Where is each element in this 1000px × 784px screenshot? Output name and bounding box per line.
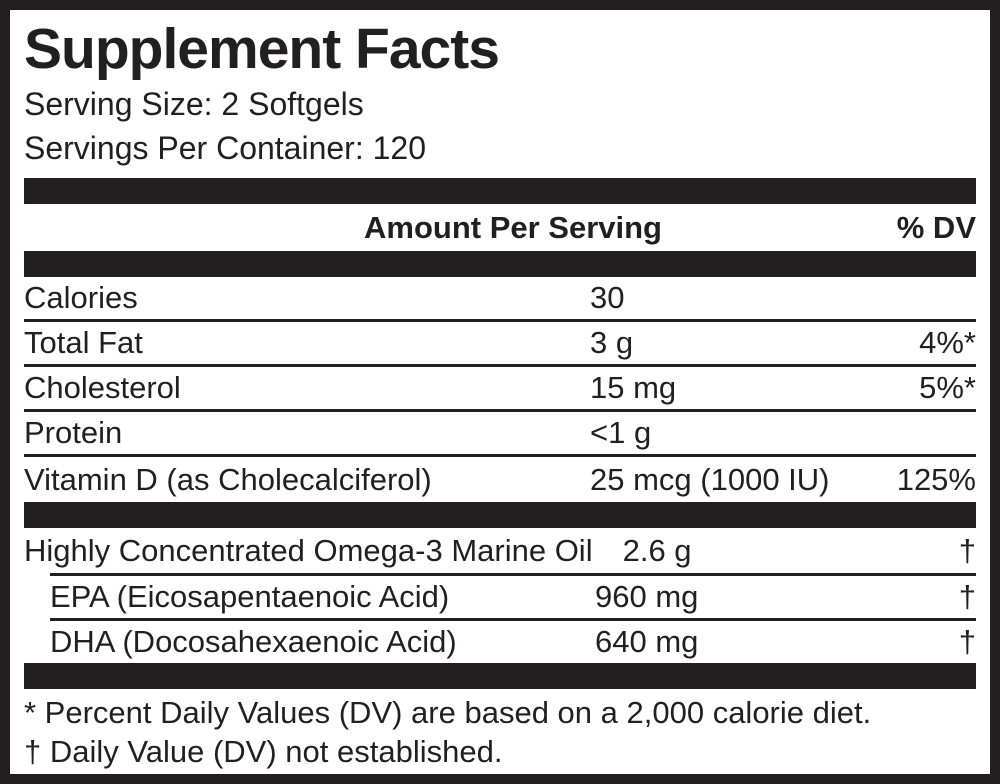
nutrient-name: Highly Concentrated Omega-3 Marine Oil: [24, 532, 593, 568]
fact-row-epa: EPA (Eicosapentaenoic Acid) 960 mg †: [50, 573, 976, 618]
serving-size-text: Serving Size: 2 Softgels: [24, 86, 364, 122]
nutrient-amount: 15 mg: [590, 370, 677, 405]
servings-per-container-text: Servings Per Container: 120: [24, 130, 426, 166]
nutrient-name: Calories: [24, 280, 138, 315]
nutrient-amount: 30: [590, 280, 625, 315]
nutrient-amount: <1 g: [590, 415, 652, 450]
nutrient-name: Protein: [24, 415, 123, 450]
section-divider-bar: [24, 663, 976, 689]
nutrient-amount: 3 g: [590, 325, 634, 360]
column-header-row: Amount Per Serving % DV: [24, 204, 976, 251]
nutrient-dv: 5%*: [919, 370, 976, 405]
nutrient-name: Total Fat: [24, 325, 143, 360]
section-divider-bar: [24, 251, 976, 277]
nutrient-name: EPA (Eicosapentaenoic Acid): [50, 579, 450, 614]
section-divider-bar: [24, 502, 976, 528]
fact-row-vitamin-d: Vitamin D (as Cholecalciferol) 25 mcg (1…: [24, 457, 976, 502]
nutrient-amount: 960 mg: [595, 579, 699, 614]
fact-row-omega3-marine-oil: Highly Concentrated Omega-3 Marine Oil 2…: [24, 528, 976, 573]
fact-row-dha: DHA (Docosahexaenoic Acid) 640 mg †: [50, 618, 976, 663]
footnote-percent-dv: * Percent Daily Values (DV) are based on…: [24, 695, 872, 730]
percent-dv-header: % DV: [896, 209, 976, 245]
fact-row-total-fat: Total Fat 3 g 4%*: [24, 322, 976, 367]
nutrient-dv-dagger: †: [958, 579, 976, 614]
fact-row-calories: Calories 30: [24, 277, 976, 322]
footnotes: * Percent Daily Values (DV) are based on…: [24, 693, 976, 771]
fact-row-protein: Protein <1 g: [24, 412, 976, 457]
nutrient-dv: 125%: [896, 461, 976, 497]
section-divider-bar: [24, 178, 976, 204]
nutrient-dv-dagger: †: [958, 624, 976, 659]
nutrient-amount: 25 mcg (1000 IU): [590, 461, 830, 497]
nutrient-dv: 4%*: [919, 325, 976, 360]
fact-row-cholesterol: Cholesterol 15 mg 5%*: [24, 367, 976, 412]
nutrient-dv-dagger: †: [958, 532, 976, 568]
nutrient-name: Vitamin D (as Cholecalciferol): [24, 461, 432, 497]
nutrient-amount: 640 mg: [595, 624, 699, 659]
nutrient-name: Cholesterol: [24, 370, 181, 405]
amount-per-serving-header: Amount Per Serving: [364, 209, 662, 245]
nutrient-name: DHA (Docosahexaenoic Acid): [50, 624, 457, 659]
label-title: Supplement Facts: [24, 17, 500, 81]
footnote-dv-not-established: † Daily Value (DV) not established.: [24, 734, 503, 769]
nutrient-amount: 2.6 g: [622, 532, 692, 568]
